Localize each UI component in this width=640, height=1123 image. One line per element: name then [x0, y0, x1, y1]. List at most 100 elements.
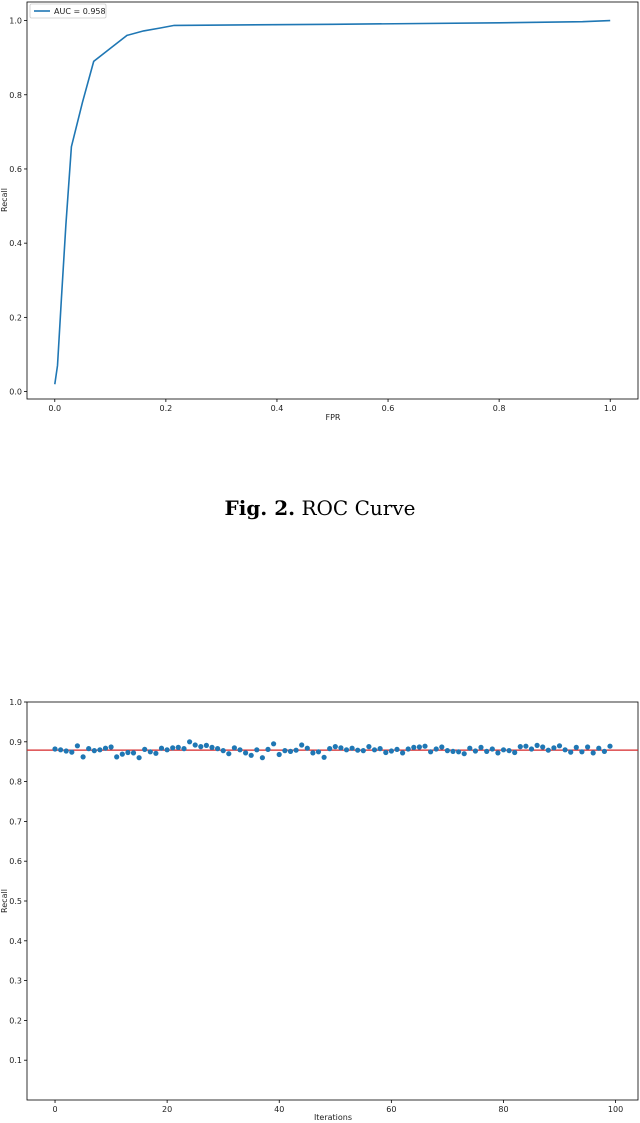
recall-point — [52, 746, 58, 752]
recall-point — [523, 743, 529, 749]
recall-x-tick-label: 60 — [386, 1105, 396, 1114]
recall-point — [327, 746, 333, 752]
recall-point — [198, 744, 204, 750]
recall-point — [394, 746, 400, 752]
roc-chart: 0.0 0.2 0.4 0.6 0.8 1.0 0.0 0.2 0.4 0.6 0.8 1.0 AU… — [0, 0, 640, 425]
recall-point — [271, 741, 277, 747]
recall-point — [545, 747, 551, 753]
recall-point — [456, 749, 462, 755]
recall-point — [512, 749, 518, 756]
recall-point — [349, 745, 355, 751]
roc-plot-area — [26, 1, 639, 400]
recall-point — [540, 744, 546, 750]
recall-point — [142, 746, 148, 752]
recall-x-tick-label: 80 — [498, 1105, 508, 1114]
recall-point — [377, 746, 383, 752]
recall-x-tick-label: 20 — [162, 1105, 172, 1114]
recall-iterations-chart-svg: 0.1 0.2 0.3 0.4 0.5 0.6 0.7 0.8 0.9 1.0 0 20 40 60 80… — [0, 698, 639, 1122]
roc-legend-box — [29, 3, 107, 19]
recall-point — [231, 745, 237, 751]
recall-x-tick-label: 0 — [52, 1105, 57, 1114]
roc-y-ticks: 0.0 0.2 0.4 0.6 0.8 1.0 — [9, 17, 27, 397]
recall-point — [562, 747, 568, 753]
recall-point — [125, 749, 131, 756]
recall-plot-area — [26, 701, 639, 1101]
roc-y-tick-label: 0.2 — [9, 313, 22, 322]
recall-point — [371, 747, 378, 753]
roc-legend: AUC = 0.958 — [29, 3, 107, 19]
recall-point — [192, 742, 198, 748]
recall-y-tick-label: 0.5 — [9, 897, 22, 906]
recall-point — [534, 742, 540, 748]
recall-point — [343, 747, 350, 753]
roc-x-tick-label: 0.4 — [271, 404, 284, 413]
recall-point — [338, 745, 344, 751]
recall-point — [243, 750, 249, 756]
recall-point — [63, 748, 69, 754]
recall-point — [237, 747, 243, 753]
recall-point — [187, 739, 193, 745]
recall-point — [422, 743, 428, 749]
recall-point — [203, 742, 209, 748]
recall-point — [332, 744, 338, 750]
recall-point — [601, 748, 608, 754]
recall-point — [226, 751, 232, 757]
recall-point — [58, 747, 64, 753]
recall-point — [444, 748, 450, 754]
recall-point — [74, 743, 80, 749]
recall-point — [484, 748, 490, 754]
recall-y-tick-label: 0.7 — [9, 817, 22, 826]
recall-point — [450, 748, 456, 754]
recall-point — [596, 745, 602, 751]
roc-x-tick-label: 0.0 — [48, 404, 61, 413]
figure-caption-text: ROC Curve — [301, 496, 416, 520]
recall-point — [91, 748, 97, 754]
recall-point — [181, 746, 187, 752]
recall-points — [52, 739, 613, 761]
recall-point — [164, 747, 170, 753]
recall-point — [551, 745, 557, 751]
recall-point — [411, 744, 417, 750]
recall-point — [383, 749, 389, 756]
recall-point — [119, 751, 125, 757]
recall-point — [86, 746, 92, 752]
recall-point — [556, 743, 563, 749]
recall-point — [158, 745, 165, 751]
recall-y-tick-label: 0.6 — [9, 857, 22, 866]
recall-point — [114, 754, 120, 760]
roc-chart-svg: 0.0 0.2 0.4 0.6 0.8 1.0 0.0 0.2 0.4 0.6 0.8 1.0 AU… — [0, 1, 639, 422]
recall-point — [130, 750, 137, 756]
recall-iterations-chart: 0.1 0.2 0.3 0.4 0.5 0.6 0.7 0.8 0.9 1.0 0 20 40 60 80… — [0, 696, 640, 1123]
recall-point — [506, 748, 512, 754]
recall-point — [528, 746, 535, 752]
roc-y-axis-label: Recall — [0, 188, 9, 212]
recall-point — [517, 744, 523, 750]
recall-point — [170, 745, 176, 751]
recall-point — [209, 744, 215, 750]
recall-y-tick-label: 0.2 — [9, 1016, 22, 1025]
recall-point — [607, 743, 613, 749]
recall-point — [585, 744, 591, 750]
recall-point — [495, 750, 501, 756]
recall-point — [293, 747, 299, 753]
roc-y-tick-label: 0.8 — [9, 91, 22, 100]
recall-y-axis-label: Recall — [0, 889, 9, 913]
recall-point — [478, 744, 484, 750]
roc-x-tick-label: 0.2 — [159, 404, 172, 413]
recall-point — [360, 748, 366, 754]
recall-point — [500, 747, 507, 753]
recall-point — [304, 745, 310, 751]
recall-point — [220, 748, 226, 754]
recall-y-tick-label: 0.8 — [9, 778, 22, 787]
recall-point — [400, 750, 406, 756]
recall-point — [97, 747, 103, 753]
roc-x-tick-label: 0.8 — [493, 404, 506, 413]
figure-caption: Fig. 2. ROC Curve — [0, 496, 640, 520]
recall-point — [472, 748, 478, 754]
roc-y-tick-label: 0.6 — [9, 165, 22, 174]
recall-point — [108, 744, 114, 750]
recall-point — [299, 742, 305, 748]
recall-point — [416, 744, 422, 750]
recall-point — [265, 746, 271, 752]
recall-point — [590, 750, 596, 756]
